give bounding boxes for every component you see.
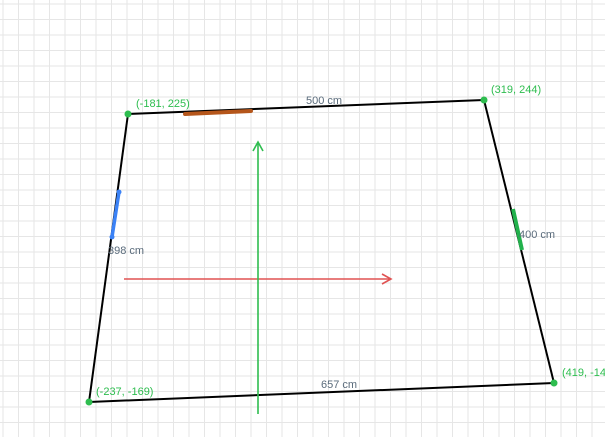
corner-handle-bottom-right[interactable]: [550, 379, 558, 387]
edge-left[interactable]: [88, 113, 129, 403]
corner-label-bottom-left: (-237, -169): [96, 386, 153, 398]
right-wall-marker[interactable]: [511, 208, 524, 251]
edge-length-left: 398 cm: [108, 245, 144, 257]
corner-label-bottom-right: (419, -14: [562, 367, 605, 379]
corner-label-top-right: (319, 244): [491, 84, 541, 96]
left-wall-marker[interactable]: [110, 191, 121, 238]
left-wall-marker-handle[interactable]: [116, 189, 122, 195]
edge-length-top: 500 cm: [306, 95, 342, 107]
top-wall-marker[interactable]: [183, 109, 253, 116]
edge-length-bottom: 657 cm: [321, 379, 357, 391]
edge-bottom[interactable]: [88, 382, 555, 403]
edge-length-right: 400 cm: [519, 229, 555, 241]
left-wall-marker-handle[interactable]: [109, 234, 115, 240]
corner-handle-top-left[interactable]: [124, 110, 132, 118]
corner-handle-bottom-left[interactable]: [85, 398, 93, 406]
y-axis-arrow: [252, 140, 264, 414]
corner-label-top-left: (-181, 225): [136, 98, 190, 110]
corner-handle-top-right[interactable]: [480, 96, 488, 104]
x-axis-arrow: [124, 273, 393, 285]
edge-top[interactable]: [127, 99, 485, 115]
